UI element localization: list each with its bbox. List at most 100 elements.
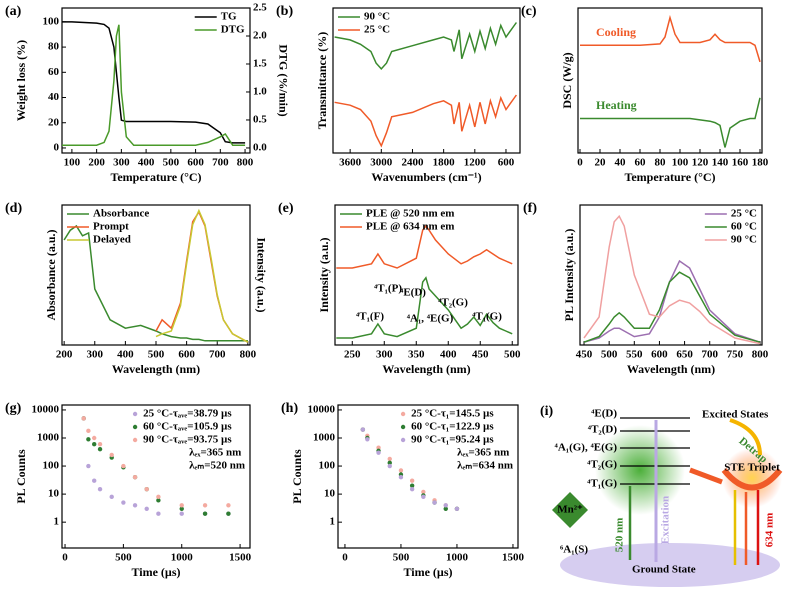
y-tick-label: 1	[330, 516, 336, 528]
point	[132, 503, 138, 508]
legend-label: 25 °C	[364, 24, 390, 36]
y-axis-label: Transmittance (%)	[315, 32, 329, 129]
x-tick-label: 140	[712, 157, 729, 169]
point	[387, 460, 392, 466]
panel-label: (f)	[523, 201, 537, 216]
legend-label: Absorbance	[93, 208, 149, 220]
legend-label: 90 °C	[364, 11, 390, 23]
x-tick-label: 800	[752, 349, 769, 361]
point	[144, 486, 149, 492]
point	[156, 494, 161, 500]
y-tick-label: 0	[54, 141, 60, 153]
x-tick-label: 1000	[171, 552, 194, 564]
legend-label: PLE @ 520 nm em	[366, 208, 454, 220]
legend-swatch	[400, 424, 406, 430]
panel-label: (a)	[5, 4, 22, 19]
series-line	[583, 214, 761, 345]
x-tick-label: 80	[655, 157, 667, 169]
plot-area	[63, 208, 249, 343]
series-line	[336, 224, 513, 269]
panel-label: (h)	[281, 401, 298, 416]
point	[387, 456, 392, 462]
annotation: λₑₘ=634 nm	[457, 460, 513, 472]
point	[109, 494, 114, 500]
x-tick-label: 0	[577, 157, 583, 169]
x-tick-label: 550	[626, 349, 643, 361]
point	[202, 503, 208, 508]
point	[398, 468, 404, 473]
x-tick-label: 100	[64, 157, 81, 169]
plot-area	[336, 224, 513, 339]
x-tick-label: 450	[576, 349, 593, 361]
y-tick-label: 10	[48, 488, 60, 500]
ion-label: Mn²⁺	[557, 504, 583, 516]
x-tick-label: 750	[727, 349, 744, 361]
y-axis-label: PL Counts	[290, 449, 304, 504]
legend-label: Prompt	[93, 221, 129, 233]
plot-area	[583, 214, 761, 345]
annotation: ⁴T₁(P)	[374, 283, 402, 295]
plot-frame	[579, 204, 763, 346]
point	[92, 478, 97, 483]
y-tick-label: 10000	[308, 403, 336, 415]
level-label: ⁴T₁(G)	[587, 478, 617, 490]
point	[409, 486, 415, 492]
panel-label: (b)	[276, 4, 293, 19]
x-tick-label: 400	[138, 157, 155, 169]
point	[179, 511, 184, 516]
legend: 90 °C25 °C	[338, 11, 390, 36]
legend-label: 25 °C	[731, 208, 757, 220]
point	[81, 416, 86, 421]
series-line	[580, 14, 761, 63]
point	[179, 503, 184, 508]
x-axis-label: Time (µs)	[403, 565, 452, 579]
legend-swatch	[132, 424, 138, 430]
annotation: λₑₓ=365 nm	[189, 447, 241, 459]
trap: Trap	[700, 487, 726, 510]
point	[156, 511, 161, 516]
x-tick-label: 400	[440, 349, 457, 361]
x-tick-label: 1800	[433, 157, 456, 169]
point	[121, 463, 126, 469]
x-tick-label: 500	[601, 349, 618, 361]
ste-glow	[722, 448, 782, 508]
annotation: λₑₓ=365 nm	[457, 447, 509, 459]
series-line	[336, 276, 513, 339]
legend-swatch	[400, 411, 406, 417]
x-tick-label: 180	[752, 157, 769, 169]
series-line	[583, 271, 761, 343]
panel-label: (d)	[5, 201, 22, 216]
annotation: ⁴T₁(G)	[472, 311, 502, 323]
point	[365, 437, 370, 442]
legend-label: 60 °C-τₐᵥₑ=105.9 µs	[143, 421, 232, 433]
legend-label: PLE @ 634 nm em	[366, 221, 454, 233]
y2-tick-label: 2.5	[253, 2, 267, 14]
point	[97, 446, 103, 452]
y-axis-label: Weight loss (%)	[14, 40, 28, 121]
legend-swatch	[132, 437, 138, 443]
x-tick-label: 250	[344, 349, 361, 361]
level-label: ⁴T₂(D)	[588, 424, 618, 436]
x-tick-label: 350	[408, 349, 425, 361]
ground-level: ⁶A₁(S)	[560, 544, 588, 556]
panel-label: (c)	[521, 4, 537, 19]
point	[121, 500, 126, 505]
point	[421, 494, 426, 500]
plot-frame	[334, 204, 519, 346]
point	[144, 506, 149, 511]
x-tick-label: 500	[163, 157, 180, 169]
series-line	[62, 21, 246, 144]
x-tick-label: 700	[209, 349, 226, 361]
emission-green: 520 nm	[614, 518, 626, 553]
y-tick-label: 1	[54, 516, 60, 528]
legend-label: DTG	[221, 24, 245, 36]
annotation: ⁴A₁, ⁴E(G)	[407, 313, 454, 325]
panel-label: (e)	[278, 201, 294, 216]
legend-label: TG	[221, 11, 237, 23]
x-tick-label: 500	[148, 349, 165, 361]
point	[360, 427, 366, 432]
y-tick-label: 80	[48, 41, 60, 53]
point	[421, 489, 426, 495]
